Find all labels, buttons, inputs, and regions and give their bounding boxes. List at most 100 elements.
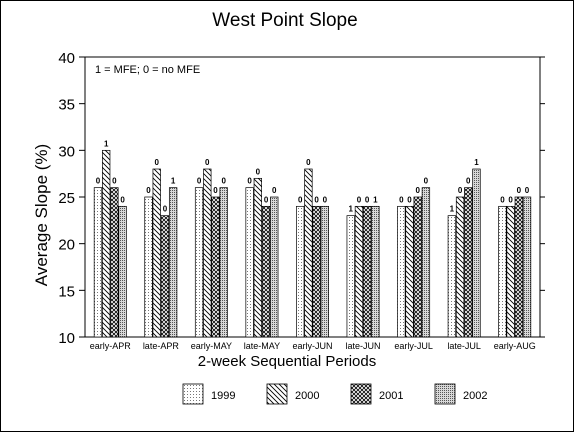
bar-mfe-label: 1 <box>373 195 378 204</box>
bar-2000-early-JUL <box>405 205 414 338</box>
bar-2001-early-JUN <box>312 205 321 338</box>
bar-2002-early-APR <box>118 205 127 338</box>
x-tick-label: early-APR <box>90 341 132 351</box>
bar-mfe-label: 1 <box>349 205 354 214</box>
bar-mfe-label: 0 <box>399 195 404 204</box>
x-tick-label: late-JUN <box>346 341 381 351</box>
bar-mfe-label: 0 <box>205 158 210 167</box>
bar-mfe-label: 0 <box>163 205 168 214</box>
bar-2000-late-MAY <box>253 177 262 338</box>
bar-2002-early-MAY <box>219 187 228 338</box>
bar-mfe-label: 0 <box>466 177 471 186</box>
legend-label: 2002 <box>463 390 487 402</box>
y-tick-label: 30 <box>58 143 75 160</box>
bar-mfe-label: 0 <box>96 177 101 186</box>
bar-2001-early-JUL <box>413 196 422 338</box>
bar-2001-early-APR <box>110 187 119 338</box>
x-tick-label: late-JUL <box>447 341 481 351</box>
bar-2000-late-APR <box>152 168 161 338</box>
y-tick-label: 35 <box>58 97 75 114</box>
x-tick-label: early-JUL <box>394 341 433 351</box>
chart-title: West Point Slope <box>212 10 357 31</box>
bar-mfe-label: 0 <box>120 195 125 204</box>
legend-swatch-2000 <box>266 383 288 405</box>
bar-2000-early-AUG <box>506 205 515 338</box>
y-tick-label: 40 <box>58 50 75 67</box>
bar-mfe-label: 0 <box>197 177 202 186</box>
y-tick-label: 20 <box>58 237 75 254</box>
bar-1999-late-MAY <box>245 187 254 338</box>
bar-2001-late-JUL <box>464 187 473 338</box>
bar-mfe-label: 0 <box>112 177 117 186</box>
annotation-note: 1 = MFE; 0 = no MFE <box>95 64 200 76</box>
bar-2000-late-JUL <box>455 196 465 338</box>
bar-mfe-label: 0 <box>221 177 226 186</box>
bar-mfe-label: 0 <box>458 186 463 195</box>
bar-mfe-label: 0 <box>508 195 513 204</box>
bar-2001-early-AUG <box>514 196 523 338</box>
x-tick-label: early-MAY <box>191 341 232 351</box>
bar-mfe-label: 1 <box>171 177 176 186</box>
bar-2001-late-JUN <box>363 205 372 338</box>
bar-2002-late-APR <box>168 187 178 338</box>
y-tick-label: 15 <box>58 283 75 300</box>
bar-mfe-label: 0 <box>415 186 420 195</box>
bar-mfe-label: 0 <box>357 195 362 204</box>
bar-mfe-label: 0 <box>256 167 261 176</box>
bar-2002-late-JUL <box>472 168 481 338</box>
bar-1999-early-APR <box>93 187 103 338</box>
bar-2000-early-APR <box>102 149 111 338</box>
bar-2000-late-JUN <box>354 205 364 338</box>
bar-mfe-label: 0 <box>155 158 160 167</box>
bar-mfe-label: 0 <box>213 186 218 195</box>
bar-1999-late-JUN <box>346 215 355 338</box>
bar-mfe-label: 0 <box>323 195 328 204</box>
bar-mfe-label: 0 <box>407 195 412 204</box>
y-tick-label: 10 <box>58 330 75 347</box>
bar-mfe-label: 0 <box>314 195 319 204</box>
bar-mfe-label: 0 <box>306 158 311 167</box>
bar-1999-early-AUG <box>498 205 507 338</box>
bar-mfe-label: 0 <box>272 186 277 195</box>
bar-2002-late-MAY <box>270 196 279 338</box>
bar-2002-late-JUN <box>371 205 380 338</box>
bar-mfe-label: 0 <box>298 195 303 204</box>
bar-2001-early-MAY <box>211 196 220 338</box>
bar-mfe-label: 0 <box>525 186 530 195</box>
x-tick-label: early-JUN <box>292 341 332 351</box>
bar-mfe-label: 0 <box>146 186 151 195</box>
bar-1999-late-APR <box>144 196 153 338</box>
legend-swatch-2001 <box>350 383 372 405</box>
legend-label: 2001 <box>379 390 403 402</box>
x-axis-label: 2-week Sequential Periods <box>198 353 376 370</box>
y-tick-label: 25 <box>58 190 75 207</box>
bar-2002-early-JUL <box>421 187 431 338</box>
bar-2001-late-MAY <box>261 205 271 338</box>
x-tick-label: early-AUG <box>494 341 536 351</box>
bar-2002-early-JUN <box>320 205 329 338</box>
bar-mfe-label: 1 <box>474 158 479 167</box>
x-tick-label: late-APR <box>143 341 180 351</box>
bar-mfe-label: 0 <box>264 195 269 204</box>
bar-mfe-label: 0 <box>247 177 252 186</box>
y-axis-label: Average Slope (%) <box>32 144 51 286</box>
legend-label: 1999 <box>211 390 235 402</box>
legend: 1999 2000 2001 2002 <box>182 383 487 405</box>
x-tick-label: late-MAY <box>244 341 280 351</box>
bar-2000-early-JUN <box>304 168 313 338</box>
bar-1999-early-JUL <box>397 205 406 338</box>
bar-mfe-label: 0 <box>517 186 522 195</box>
plot-area: 10152025303540early-APR0100late-APR0001e… <box>58 50 545 351</box>
bar-mfe-label: 1 <box>104 139 109 148</box>
bar-mfe-label: 0 <box>365 195 370 204</box>
bar-2000-early-MAY <box>203 168 212 338</box>
legend-swatch-1999 <box>182 383 204 405</box>
bar-mfe-label: 0 <box>500 195 505 204</box>
bar-2002-early-AUG <box>522 196 532 338</box>
bar-mfe-label: 1 <box>450 205 455 214</box>
bar-mfe-label: 0 <box>424 177 429 186</box>
bar-2001-late-APR <box>160 215 170 338</box>
bar-1999-late-JUL <box>447 215 457 338</box>
bar-1999-early-JUN <box>296 205 305 338</box>
